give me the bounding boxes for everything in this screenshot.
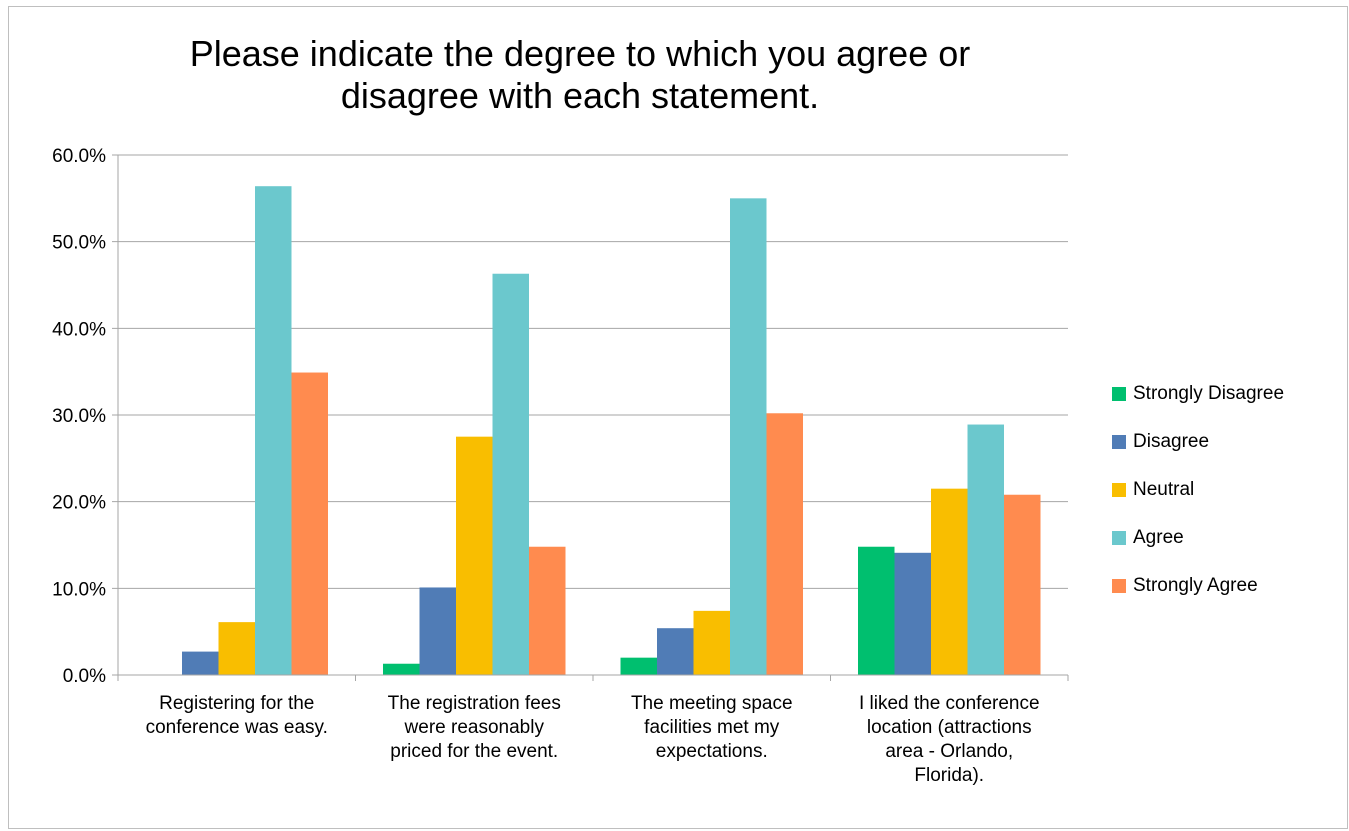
bar-neutral xyxy=(931,488,968,675)
y-tick-label: 40.0% xyxy=(52,319,106,340)
y-tick-label: 0.0% xyxy=(63,666,106,687)
chart-frame xyxy=(8,6,1348,829)
y-tick-label: 20.0% xyxy=(52,493,106,514)
legend-item: Neutral xyxy=(1112,466,1284,514)
x-tick-label: The registration fees were reasonably pr… xyxy=(387,693,561,762)
bar-strongly-disagree xyxy=(858,546,895,675)
legend-item: Agree xyxy=(1112,514,1284,562)
chart-title: Please indicate the degree to which you … xyxy=(189,33,971,116)
legend-swatch xyxy=(1112,579,1126,593)
legend-item: Strongly Disagree xyxy=(1112,370,1284,418)
y-tick-label: 30.0% xyxy=(52,406,106,427)
legend-label: Disagree xyxy=(1133,431,1210,452)
bar-strongly-agree xyxy=(529,546,566,675)
bar-disagree xyxy=(419,587,456,675)
x-tick-label: Registering for the conference was easy. xyxy=(145,693,328,738)
bars xyxy=(182,186,1041,676)
bar-neutral xyxy=(218,622,255,675)
bar-strongly-agree xyxy=(291,372,328,675)
bar-strongly-disagree xyxy=(620,657,657,675)
legend-swatch xyxy=(1112,531,1126,545)
legend-label: Neutral xyxy=(1133,479,1195,500)
legend-label: Strongly Disagree xyxy=(1133,383,1285,404)
bar-disagree xyxy=(894,552,931,675)
bar-strongly-agree xyxy=(766,413,803,675)
y-tick-label: 60.0% xyxy=(52,146,106,167)
bar-neutral xyxy=(693,610,730,675)
legend: Strongly Disagree Disagree Neutral Agree Str… xyxy=(1112,370,1284,610)
x-tick-label: I liked the conference location (attract… xyxy=(858,693,1040,786)
bar-disagree xyxy=(657,628,694,675)
legend-item: Disagree xyxy=(1112,418,1284,466)
legend-label: Agree xyxy=(1133,527,1184,548)
bar-neutral xyxy=(456,436,493,675)
bar-strongly-agree xyxy=(1004,494,1041,675)
bar-agree xyxy=(730,198,767,676)
y-tick-labels: 0.0% 10.0% 20.0% 30.0% 40.0% 50.0% 60.0% xyxy=(52,146,106,687)
y-tick-label: 10.0% xyxy=(52,579,106,600)
bar-strongly-disagree xyxy=(383,663,420,675)
legend-swatch xyxy=(1112,387,1126,401)
legend-swatch xyxy=(1112,483,1126,497)
legend-swatch xyxy=(1112,435,1126,449)
legend-item: Strongly Agree xyxy=(1112,562,1284,610)
y-tick-label: 50.0% xyxy=(52,233,106,254)
bar-disagree xyxy=(182,651,219,675)
bar-agree xyxy=(967,424,1004,675)
axes xyxy=(117,155,1069,681)
legend-label: Strongly Agree xyxy=(1133,575,1258,596)
x-tick-label: The meeting space facilities met my expe… xyxy=(630,693,793,762)
bar-agree xyxy=(492,273,529,675)
bar-agree xyxy=(255,186,292,675)
